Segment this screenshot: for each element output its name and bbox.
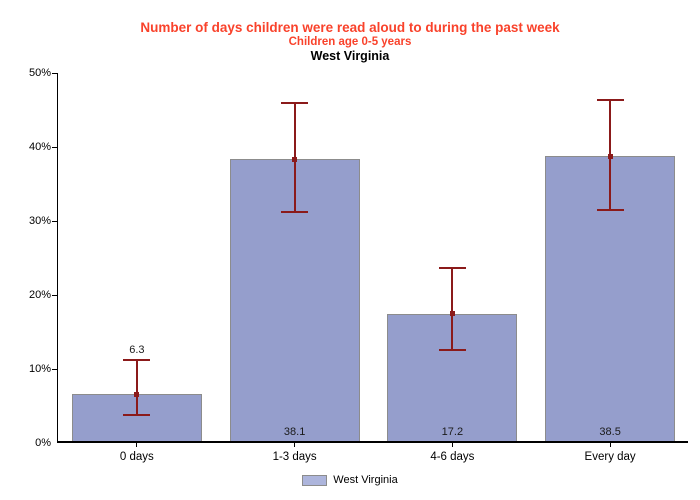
- x-axis-category-label: 0 days: [119, 451, 154, 463]
- y-axis-tick-label: 20%: [28, 289, 51, 301]
- x-axis-tick: [136, 443, 138, 447]
- bar-value-label: 6.3: [129, 343, 145, 356]
- error-bar-mean-marker: [607, 153, 613, 159]
- y-axis-tick-label: 30%: [28, 215, 51, 227]
- legend-swatch: [302, 474, 328, 486]
- x-axis-category-label: 1-3 days: [272, 451, 317, 463]
- chart-title: Number of days children were read aloud …: [140, 20, 560, 35]
- bar-value-label: 17.2: [441, 426, 464, 438]
- y-axis-tick: [52, 294, 57, 296]
- x-axis-tick: [294, 443, 296, 447]
- x-axis-category-label: Every day: [584, 451, 636, 463]
- y-axis-tick: [52, 220, 57, 222]
- bar-value-label: 38.1: [283, 426, 306, 438]
- error-bar-cap-top: [596, 98, 624, 101]
- y-axis-tick-label: 10%: [28, 363, 51, 375]
- legend: West Virginia: [0, 474, 700, 486]
- y-axis-tick: [52, 146, 57, 148]
- chart-subtitle: Children age 0-5 years: [288, 36, 412, 48]
- y-axis-tick-label: 0%: [35, 437, 51, 449]
- error-bar-cap-top: [123, 358, 151, 361]
- plot-area: 0% 10% 20% 30% 40% 50% 6.3 0 days 38.1 1-3 days 17…: [29, 67, 688, 463]
- y-axis-tick: [52, 368, 57, 370]
- x-axis-tick: [609, 443, 611, 447]
- error-bar-mean-marker: [449, 311, 455, 317]
- error-bar-cap-top: [281, 101, 309, 104]
- error-bar-cap-bottom: [123, 414, 151, 417]
- error-bar-cap-bottom: [438, 348, 466, 351]
- y-axis-tick: [52, 72, 57, 74]
- chart-header: Number of days children were read aloud …: [0, 19, 700, 63]
- error-bar-cap-bottom: [596, 209, 624, 212]
- error-bar-line: [135, 359, 138, 416]
- bar-value-label: 38.5: [599, 426, 621, 438]
- error-bar-cap-bottom: [281, 211, 309, 214]
- y-axis-tick-label: 50%: [28, 67, 51, 79]
- x-axis-tick: [451, 443, 453, 447]
- chart-region-line: West Virginia: [310, 49, 390, 63]
- y-axis-tick-label: 40%: [28, 141, 51, 153]
- error-bar-line: [451, 267, 454, 350]
- legend-label: West Virginia: [333, 474, 398, 486]
- x-axis-category-label: 4-6 days: [430, 451, 475, 463]
- error-bar-cap-top: [438, 266, 466, 269]
- error-bar-mean-marker: [292, 156, 298, 162]
- error-bar-mean-marker: [134, 391, 140, 397]
